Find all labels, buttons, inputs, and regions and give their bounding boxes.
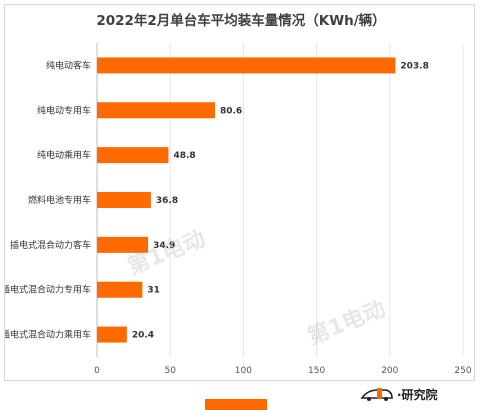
bar-chart: 2022年2月单台车平均装车量情况（KWh/辆） 纯电动客车纯电动专用车纯电动乘… [5,12,472,376]
category-label: 插电式混合动力专用车 [5,284,91,296]
car-logo-icon [360,388,393,401]
bar [97,192,151,208]
legend-swatch [205,399,267,410]
gridlines [96,43,464,357]
category-label: 插电式混合动力客车 [10,239,91,251]
bar [97,326,127,343]
brand-logo: ·研究院 [360,384,438,404]
category-labels: 纯电动客车纯电动专用车纯电动乘用车燃料电池专用车插电式混合动力客车插电式混合动力… [5,59,91,340]
category-label: 纯电动乘用车 [37,149,91,161]
x-tick-labels: 0 50 100 150 200 250 [94,366,472,376]
bar [97,147,169,164]
x-tick-label: 150 [308,366,325,376]
data-label: 20.4 [132,331,154,341]
category-label: 插电式混合动力乘用车 [5,329,91,341]
chart-frame: 2022年2月单台车平均装车量情况（KWh/辆） 纯电动客车纯电动专用车 纯电动乘… [4,4,475,381]
data-label: 203.8 [400,61,428,71]
bar [97,236,149,253]
category-label: 纯电动客车 [46,59,91,71]
bar [97,281,143,298]
data-label: 36.8 [156,196,178,206]
chart-title: 2022年2月单台车平均装车量情况（KWh/辆） [96,12,385,29]
category-label: 燃料电池专用车 [28,194,91,206]
x-tick-label: 100 [235,366,252,376]
x-tick-label: 50 [164,366,176,376]
data-label: 34.9 [153,241,175,251]
x-tick-label: 200 [381,366,398,376]
bar [97,102,215,119]
brand-text: ·研究院 [397,387,438,402]
data-label: 31 [147,286,160,296]
data-label: 80.6 [220,106,242,116]
data-labels: 203.8 80.6 48.8 36.8 34.9 31 20.4 [132,61,429,340]
x-tick-label: 0 [94,366,100,376]
data-label: 48.8 [173,151,195,161]
x-tick-label: 250 [454,366,471,376]
category-label: 纯电动专用车 [37,104,91,116]
bars [97,57,396,343]
bar [97,57,396,74]
